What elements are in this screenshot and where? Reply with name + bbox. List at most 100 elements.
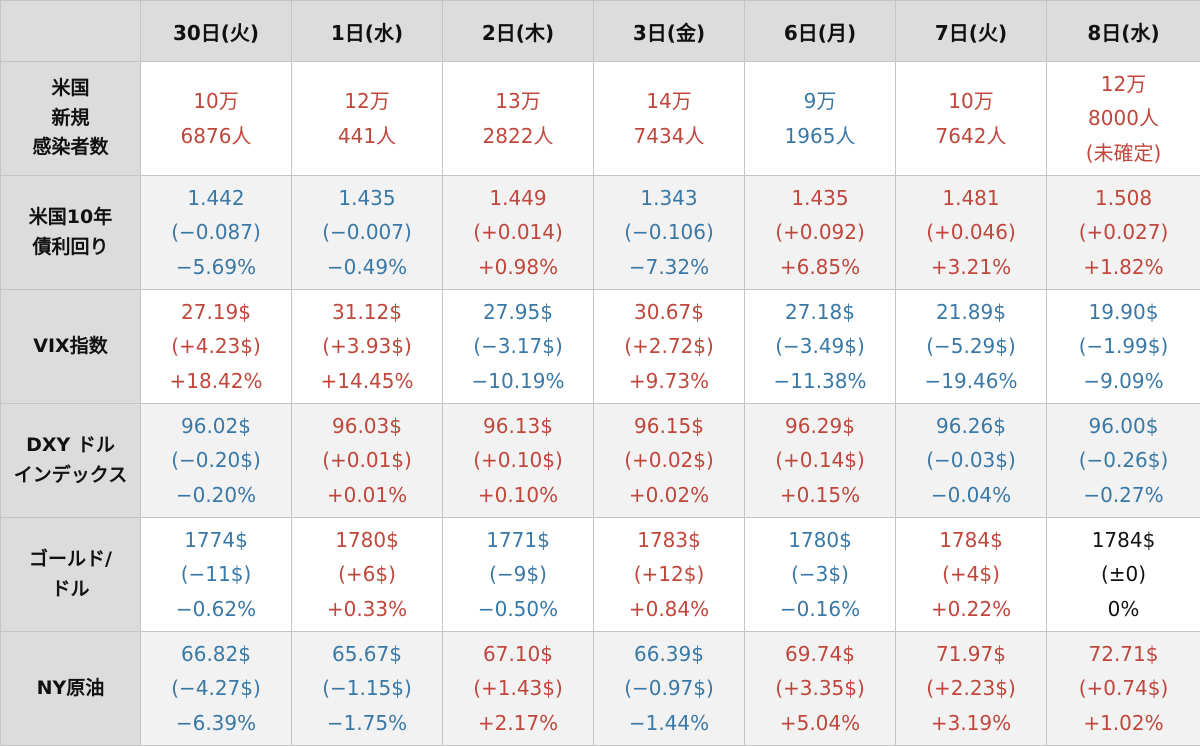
cell-value-line: (−3$) [745, 557, 895, 591]
cell-value-line: (−11$) [141, 557, 291, 591]
cell-value-line: 65.67$ [292, 637, 442, 671]
cell-value-line: −10.19% [443, 364, 593, 398]
data-cell: 69.74$(+3.35$)+5.04% [745, 632, 896, 746]
cell-value-line: 12万 [1047, 67, 1200, 101]
cell-value-line: (−0.20$) [141, 443, 291, 477]
cell-value-line: −0.50% [443, 592, 593, 626]
cell-value-line: −19.46% [896, 364, 1046, 398]
row-label: NY原油 [1, 632, 141, 746]
row-label: DXY ドルインデックス [1, 404, 141, 518]
date-header: 7日(火) [896, 1, 1047, 62]
cell-value-line: (+0.02$) [594, 443, 744, 477]
cell-value-line: 21.89$ [896, 295, 1046, 329]
data-cell: 96.15$(+0.02$)+0.02% [594, 404, 745, 518]
row-label-line: VIX指数 [1, 332, 140, 361]
data-cell: 27.95$(−3.17$)−10.19% [443, 290, 594, 404]
data-cell: 71.97$(+2.23$)+3.19% [896, 632, 1047, 746]
data-cell: 19.90$(−1.99$)−9.09% [1047, 290, 1200, 404]
cell-value-line: 0% [1047, 592, 1200, 626]
cell-value-line: 96.02$ [141, 409, 291, 443]
data-cell: 1780$(−3$)−0.16% [745, 518, 896, 632]
cell-value-line: (−3.49$) [745, 329, 895, 363]
cell-value-line: 1780$ [745, 523, 895, 557]
cell-value-line: +0.22% [896, 592, 1046, 626]
cell-value-line: 441人 [292, 119, 442, 153]
cell-value-line: (−1.99$) [1047, 329, 1200, 363]
cell-value-line: +9.73% [594, 364, 744, 398]
cell-value-line: (+4$) [896, 557, 1046, 591]
cell-value-line: +0.84% [594, 592, 744, 626]
cell-value-line: 7642人 [896, 119, 1046, 153]
date-header-row: 30日(火) 1日(水) 2日(木) 3日(金) 6日(月) 7日(火) 8日(… [1, 1, 1200, 62]
row-label-line: NY原油 [1, 674, 140, 703]
cell-value-line: 96.26$ [896, 409, 1046, 443]
data-cell: 96.03$(+0.01$)+0.01% [292, 404, 443, 518]
cell-value-line: 31.12$ [292, 295, 442, 329]
data-cell: 1.481(+0.046)+3.21% [896, 176, 1047, 290]
cell-value-line: 66.39$ [594, 637, 744, 671]
row-label-line: 新規 [1, 104, 140, 133]
row-label-line: インデックス [1, 461, 140, 490]
row-label-line: 債利回り [1, 233, 140, 262]
cell-value-line: −5.69% [141, 250, 291, 284]
cell-value-line: 7434人 [594, 119, 744, 153]
cell-value-line: 1771$ [443, 523, 593, 557]
cell-value-line: +14.45% [292, 364, 442, 398]
cell-value-line: +0.98% [443, 250, 593, 284]
cell-value-line: 27.19$ [141, 295, 291, 329]
data-cell: 96.26$(−0.03$)−0.04% [896, 404, 1047, 518]
cell-value-line: +6.85% [745, 250, 895, 284]
data-cell: 1.435(−0.007)−0.49% [292, 176, 443, 290]
data-cell: 1784$(+4$)+0.22% [896, 518, 1047, 632]
cell-value-line: −1.44% [594, 706, 744, 740]
cell-value-line: 96.13$ [443, 409, 593, 443]
cell-value-line: 1.481 [896, 181, 1046, 215]
cell-value-line: (+0.74$) [1047, 671, 1200, 705]
cell-value-line: 1.435 [745, 181, 895, 215]
cell-value-line: (+3.35$) [745, 671, 895, 705]
cell-value-line: −0.27% [1047, 478, 1200, 512]
data-cell: 96.29$(+0.14$)+0.15% [745, 404, 896, 518]
cell-value-line: −6.39% [141, 706, 291, 740]
cell-value-line: (+0.027) [1047, 215, 1200, 249]
cell-value-line: (−1.15$) [292, 671, 442, 705]
data-cell: 66.82$(−4.27$)−6.39% [141, 632, 292, 746]
data-cell: 1774$(−11$)−0.62% [141, 518, 292, 632]
corner-cell [1, 1, 141, 62]
cell-value-line: 14万 [594, 84, 744, 118]
row-label-line: ゴールド/ [1, 545, 140, 574]
cell-value-line: −7.32% [594, 250, 744, 284]
cell-value-line: −0.20% [141, 478, 291, 512]
cell-value-line: 96.03$ [292, 409, 442, 443]
cell-value-line: 67.10$ [443, 637, 593, 671]
cell-value-line: 10万 [141, 84, 291, 118]
data-cell: 1783$(+12$)+0.84% [594, 518, 745, 632]
cell-value-line: (+0.046) [896, 215, 1046, 249]
data-cell: 1.442(−0.087)−5.69% [141, 176, 292, 290]
date-header: 1日(水) [292, 1, 443, 62]
cell-value-line: 1.442 [141, 181, 291, 215]
date-header: 2日(木) [443, 1, 594, 62]
cell-value-line: 2822人 [443, 119, 593, 153]
cell-value-line: −1.75% [292, 706, 442, 740]
cell-value-line: −0.49% [292, 250, 442, 284]
date-header: 30日(火) [141, 1, 292, 62]
row-label: VIX指数 [1, 290, 141, 404]
cell-value-line: +0.01% [292, 478, 442, 512]
cell-value-line: (−4.27$) [141, 671, 291, 705]
cell-value-line: (−5.29$) [896, 329, 1046, 363]
cell-value-line: (+4.23$) [141, 329, 291, 363]
data-cell: 27.19$(+4.23$)+18.42% [141, 290, 292, 404]
cell-value-line: +1.82% [1047, 250, 1200, 284]
cell-value-line: 96.15$ [594, 409, 744, 443]
